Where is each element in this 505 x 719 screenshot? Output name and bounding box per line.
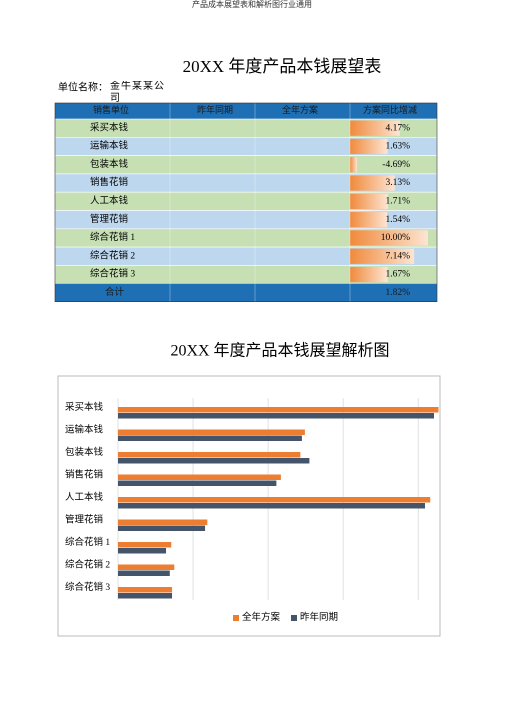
row-change: 1.54% <box>385 215 410 225</box>
y-tick-label: 采买本钱 <box>65 401 104 413</box>
row-change: 7.14% <box>385 251 410 261</box>
bar <box>118 548 167 554</box>
data-bar <box>350 248 415 264</box>
header-cell: 销售单位 <box>93 104 129 115</box>
table-border <box>54 102 438 302</box>
chart-title: 20XX 年度产品本钱展望解析图 <box>170 342 389 360</box>
table-title: 20XX 年度产品本钱展望表 <box>183 57 382 76</box>
row-label: 包装本钱 <box>90 158 129 170</box>
row-label: 综合花销 1 <box>90 231 135 243</box>
row-label: 综合花销 2 <box>90 249 135 261</box>
data-bar <box>350 230 428 246</box>
legend-label: 昨年同期 <box>300 611 338 623</box>
data-bar <box>350 266 388 283</box>
y-tick-label: 管理花销 <box>65 514 104 526</box>
unit-value-box: 金牛某某公司 <box>110 81 165 104</box>
header-cell: 昨年同期 <box>197 104 233 115</box>
top-note: 产品成本展望表和解析图行业通用 <box>192 0 312 9</box>
data-bar <box>350 138 388 155</box>
row-label: 运输本钱 <box>90 140 129 152</box>
bar <box>118 458 310 464</box>
bar <box>118 542 172 548</box>
header-row <box>55 103 437 119</box>
bar <box>118 587 173 593</box>
unit-value: 金牛某某公司 <box>110 81 165 104</box>
total-change: 1.82% <box>385 288 410 298</box>
y-tick-label: 销售花销 <box>65 469 104 481</box>
y-tick-label: 综合花销 1 <box>65 536 110 548</box>
legend-swatch <box>233 615 239 621</box>
row-label: 综合花销 3 <box>90 268 135 280</box>
legend-swatch <box>291 615 297 621</box>
row-label: 销售花销 <box>90 176 129 188</box>
bar <box>118 435 302 441</box>
data-bar <box>350 193 388 209</box>
y-tick-label: 运输本钱 <box>65 424 104 436</box>
row-label: 采买本钱 <box>90 121 129 133</box>
data-bar <box>350 212 388 228</box>
bar <box>118 480 277 486</box>
row-change: 1.71% <box>385 197 410 207</box>
unit-label: 单位名称： <box>58 80 108 93</box>
bar <box>118 407 439 413</box>
header-cell: 方案同比增减 <box>363 104 417 115</box>
row-change: 4.17% <box>385 123 410 133</box>
header-cell: 全年方案 <box>282 104 318 115</box>
row-change: -4.69% <box>382 160 410 170</box>
y-tick-label: 包装本钱 <box>65 446 104 458</box>
y-tick-label: 综合花销 2 <box>65 559 110 571</box>
bar <box>118 570 170 576</box>
y-tick-label: 综合花销 3 <box>65 581 110 593</box>
data-bar <box>350 157 357 173</box>
total-row <box>55 283 437 302</box>
bar <box>118 519 208 525</box>
bar <box>118 474 281 480</box>
bar <box>118 497 431 503</box>
row-change: 1.63% <box>385 142 410 152</box>
bar <box>118 452 301 458</box>
bar <box>118 593 173 599</box>
row-label: 人工本钱 <box>90 195 129 207</box>
y-tick-label: 人工本钱 <box>65 491 104 503</box>
bar <box>118 525 206 531</box>
row-change: 1.67% <box>385 270 410 280</box>
row-change: 10.00% <box>381 233 410 243</box>
total-label: 合计 <box>105 286 125 298</box>
data-bar <box>350 175 395 191</box>
bar <box>118 503 425 509</box>
bar <box>118 429 305 435</box>
legend-label: 全年方案 <box>242 611 281 623</box>
bar <box>118 413 434 419</box>
row-change: 3.13% <box>385 178 410 188</box>
row-label: 管理花销 <box>90 213 129 225</box>
bar <box>118 564 175 570</box>
data-bar <box>350 120 400 136</box>
